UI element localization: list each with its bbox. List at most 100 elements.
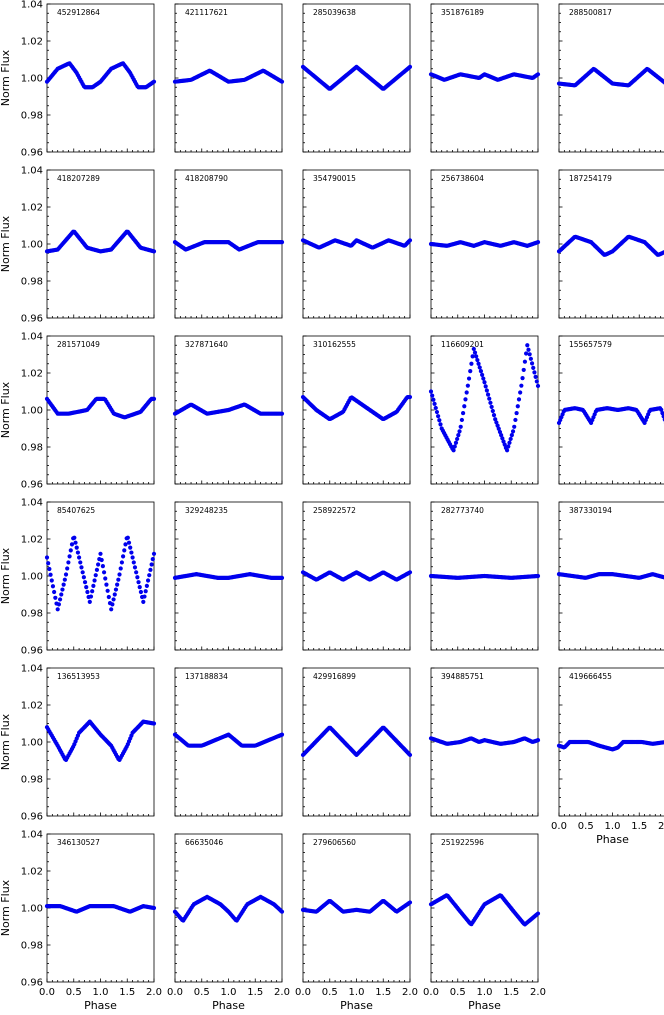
data-point	[91, 583, 96, 588]
x-tick-label: 0.0	[295, 987, 311, 998]
data-points	[556, 234, 664, 257]
x-tick-label: 1.0	[349, 987, 365, 998]
data-points	[428, 893, 541, 927]
data-point	[79, 565, 84, 570]
data-point	[87, 599, 92, 605]
data-point	[62, 577, 67, 582]
data-points	[300, 898, 413, 914]
data-point	[480, 372, 485, 377]
y-tick-label: 1.02	[21, 203, 43, 214]
panel-155657579: 155657579	[556, 335, 664, 485]
data-point	[136, 580, 141, 585]
panel-id-label: 66635046	[185, 838, 223, 847]
panel-187254179: 187254179	[556, 169, 664, 319]
x-tick-label: 1.5	[375, 987, 391, 998]
data-point	[69, 542, 75, 547]
panel-387330194: 387330194	[556, 501, 664, 651]
data-point	[93, 573, 98, 578]
data-point	[66, 560, 71, 565]
data-point	[477, 365, 482, 370]
data-point	[106, 594, 111, 600]
data-point	[497, 429, 503, 435]
x-tick-label: 2.0	[658, 821, 664, 832]
data-point	[533, 374, 538, 380]
panel-137188834: 137188834	[172, 667, 285, 817]
data-point	[46, 561, 51, 566]
y-tick-label: 0.98	[21, 277, 43, 288]
data-point	[438, 422, 443, 427]
data-point	[516, 397, 522, 402]
data-point	[151, 551, 157, 556]
panel-id-label: 429916899	[313, 672, 356, 681]
data-points	[172, 68, 285, 84]
data-points	[44, 396, 157, 420]
panel-419666455: 419666455 0.0 0.5 1.0 1.5 2.0 Phase	[551, 667, 664, 846]
data-points	[428, 72, 541, 82]
data-point	[151, 721, 157, 726]
y-tick-label: 1.04	[21, 664, 43, 675]
panel-281571049: 281571049 0.96 0.98 1.00 1.02 1.04 Norm Flux	[0, 332, 157, 491]
y-tick-label: 0.98	[21, 941, 43, 952]
x-axis-label: Phase	[212, 999, 245, 1012]
data-point	[519, 383, 524, 388]
data-point	[451, 448, 456, 453]
panel-id-label: 351876189	[441, 8, 484, 17]
data-point	[61, 582, 66, 587]
data-point	[111, 597, 116, 602]
data-point	[464, 390, 469, 395]
x-tick-label: 1.0	[93, 987, 109, 998]
data-point	[109, 607, 114, 612]
panel-id-label: 419666455	[569, 672, 612, 681]
x-tick-label: 0.0	[423, 987, 439, 998]
x-tick-label: 0.0	[167, 987, 183, 998]
panel-id-label: 418208790	[185, 174, 228, 183]
data-point	[476, 361, 481, 366]
panel-354790015: 354790015	[300, 169, 413, 319]
data-points	[172, 732, 285, 748]
data-point	[151, 79, 157, 84]
data-point	[522, 359, 528, 364]
x-axis-label: Phase	[84, 999, 117, 1012]
data-point	[65, 566, 70, 571]
data-point	[49, 578, 54, 583]
data-point	[96, 562, 101, 567]
data-point	[115, 582, 120, 587]
data-point	[74, 545, 79, 550]
data-point	[143, 589, 148, 594]
data-points	[428, 573, 541, 580]
x-tick-label: 0.5	[450, 987, 466, 998]
panel-288500817: 288500817	[556, 3, 664, 153]
panel-frame	[430, 335, 539, 485]
panel-394885751: 394885751	[428, 667, 541, 817]
y-tick-label: 0.96	[21, 812, 43, 823]
data-point	[459, 417, 465, 423]
data-point	[147, 573, 152, 578]
data-point	[469, 361, 474, 366]
y-tick-label: 1.00	[21, 572, 43, 583]
panel-327871640: 327871640	[172, 335, 285, 485]
panel-251922596: 251922596 0.0 0.5 1.0 1.5 2.0 Phase	[423, 833, 546, 1012]
data-point	[81, 575, 86, 580]
data-point	[531, 365, 536, 370]
x-tick-label: 0.0	[551, 821, 567, 832]
data-point	[488, 400, 493, 405]
panel-id-label: 258922572	[313, 506, 356, 515]
data-point	[98, 551, 103, 556]
y-tick-label: 1.04	[21, 0, 43, 11]
x-tick-label: 0.5	[194, 987, 210, 998]
data-point	[151, 905, 157, 911]
data-point	[484, 388, 489, 393]
y-tick-label: 1.00	[21, 738, 43, 749]
y-axis-label: Norm Flux	[0, 49, 12, 106]
panel-id-label: 256738604	[441, 174, 484, 183]
data-points	[44, 535, 157, 612]
data-points	[44, 719, 157, 763]
data-points	[172, 402, 285, 416]
y-tick-label: 0.96	[21, 314, 43, 325]
data-point	[463, 397, 468, 402]
data-point	[532, 370, 537, 375]
data-point	[528, 356, 533, 361]
data-point	[132, 565, 138, 570]
data-point	[78, 560, 83, 565]
